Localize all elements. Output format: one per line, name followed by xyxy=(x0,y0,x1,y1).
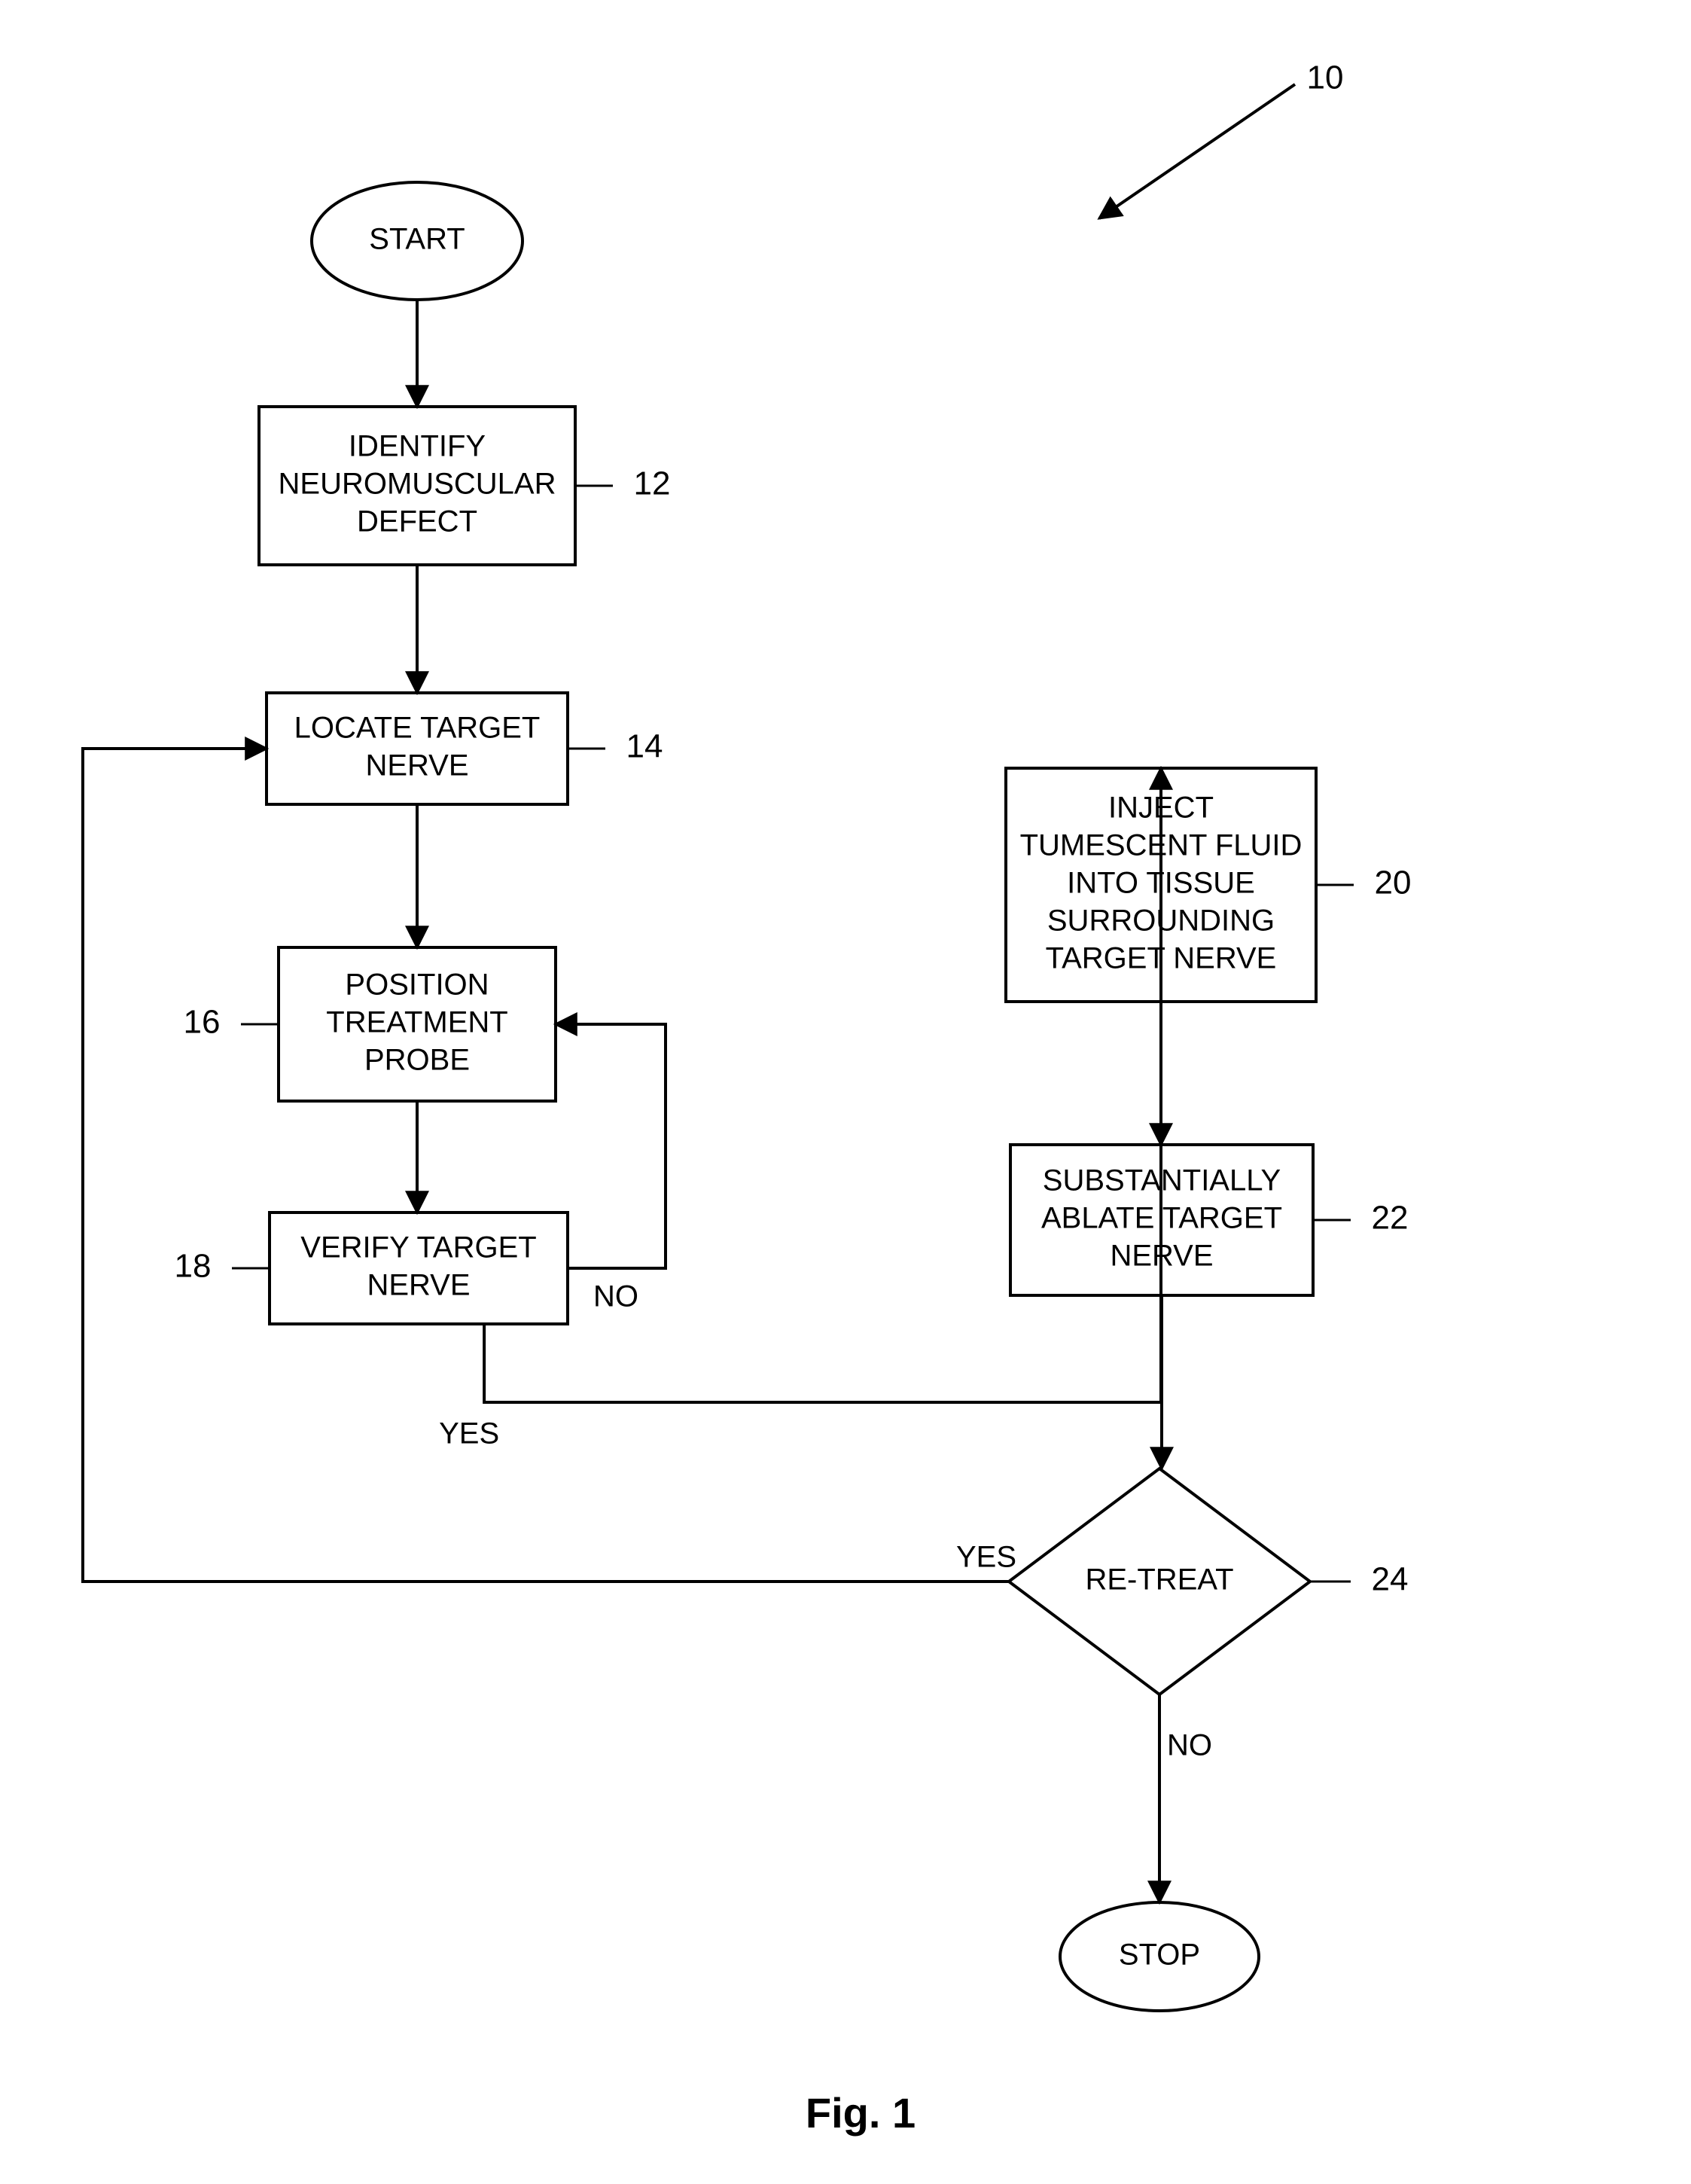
position-line-0: POSITION xyxy=(345,968,489,1002)
stop-label: STOP xyxy=(1119,1938,1200,1972)
position-line-1: TREATMENT xyxy=(326,1006,507,1039)
edge-verify-no-position xyxy=(556,1024,666,1268)
label-verify-no: NO xyxy=(593,1280,638,1313)
ref-inject-num: 20 xyxy=(1375,865,1412,901)
ref-identify-num: 12 xyxy=(634,465,671,502)
ref-retreat-num: 24 xyxy=(1372,1561,1409,1598)
label-retreat-yes: YES xyxy=(956,1541,1016,1574)
retreat-label: RE-TREAT xyxy=(1085,1563,1233,1597)
ref-locate-num: 14 xyxy=(626,728,663,765)
ref-overall: 10 xyxy=(1307,59,1344,96)
locate-line-0: LOCATE TARGET xyxy=(294,712,541,745)
overall-ref-arrow xyxy=(1099,84,1295,218)
label-retreat-no: NO xyxy=(1167,1729,1212,1762)
locate-line-1: NERVE xyxy=(365,749,468,782)
position-line-2: PROBE xyxy=(364,1044,470,1077)
edge-retreat-yes-locate xyxy=(83,749,1009,1582)
identify-line-2: DEFECT xyxy=(357,505,477,538)
verify-line-1: NERVE xyxy=(367,1269,470,1302)
identify-line-0: IDENTIFY xyxy=(349,430,486,463)
verify-line-0: VERIFY TARGET xyxy=(300,1231,536,1264)
identify-line-1: NEUROMUSCULAR xyxy=(279,468,556,501)
start-label: START xyxy=(369,223,465,256)
label-verify-yes: YES xyxy=(439,1417,499,1450)
ref-position-num: 16 xyxy=(184,1004,221,1041)
ref-verify-num: 18 xyxy=(175,1248,212,1285)
figure-label: Fig. 1 xyxy=(806,2089,916,2137)
ref-ablate-num: 22 xyxy=(1372,1200,1409,1237)
